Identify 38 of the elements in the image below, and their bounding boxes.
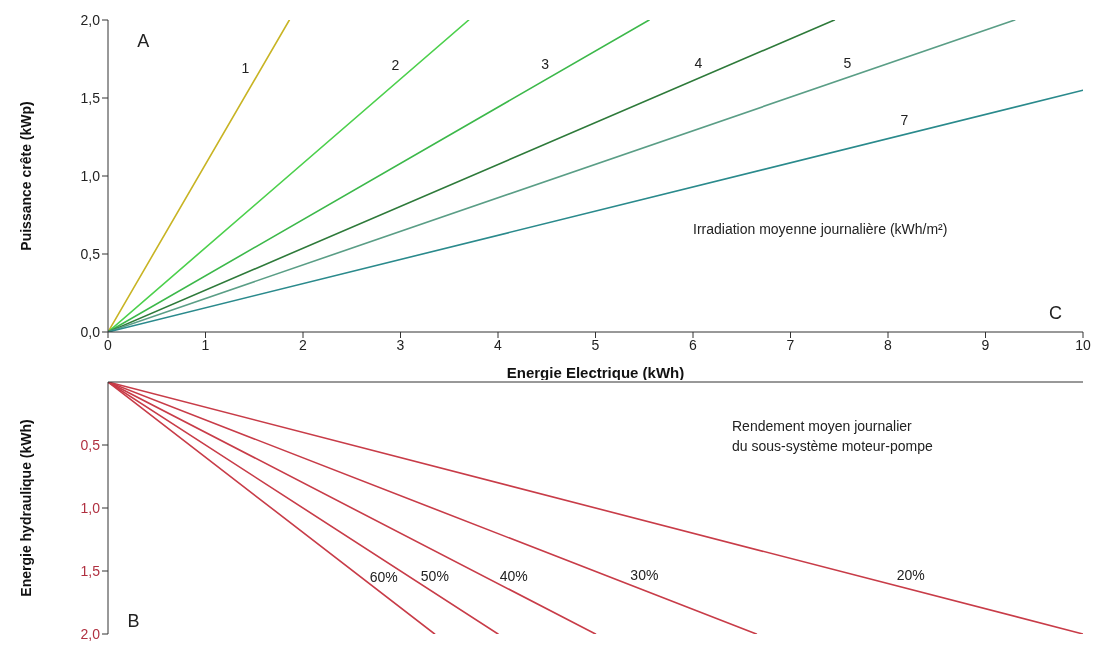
x-tick-label: 4 [494, 336, 503, 353]
x-tick-label: 10 [1075, 336, 1091, 353]
x-tick-label: 5 [591, 336, 600, 353]
y-tick-label: 2,0 [80, 11, 101, 28]
series-label: 3 [541, 55, 550, 72]
y-tick-label: 0,5 [80, 436, 101, 453]
y-tick-label: 1,5 [80, 89, 101, 106]
series-label: 20% [896, 566, 925, 583]
series-label: 2 [391, 57, 400, 74]
annotation: C [1048, 301, 1062, 325]
x-tick-label: 7 [786, 336, 795, 353]
x-tick-label: 0 [104, 336, 113, 353]
series-label: 60% [369, 569, 398, 586]
series-label: 50% [420, 568, 449, 585]
y-tick-label: 1,0 [80, 499, 101, 516]
y-axis-title: Puissance crête (kWp) [17, 101, 34, 251]
series-label: 40% [499, 567, 528, 584]
x-tick-label: 2 [299, 336, 308, 353]
x-tick-label: 1 [201, 336, 210, 353]
y-tick-label: 0,5 [80, 245, 101, 262]
x-tick-label: 8 [884, 336, 893, 353]
series-label: 1 [241, 60, 250, 77]
x-tick-label: 9 [981, 336, 990, 353]
y-tick-label: 2,0 [80, 625, 101, 642]
series-label: 4 [694, 54, 703, 71]
y-tick-label: 1,0 [80, 167, 101, 184]
y-tick-label: 1,5 [80, 562, 101, 579]
series-label: 30% [630, 567, 659, 584]
series-label: 7 [900, 111, 909, 128]
y-axis-title: Energie hydraulique (kWh) [17, 419, 34, 597]
annotation: Rendement moyen journalier du sous-système moteur-pompe [732, 417, 933, 456]
annotation: Irradiation moyenne journalière (kWh/m²) [693, 219, 948, 239]
x-tick-label: 3 [396, 336, 405, 353]
series-label: 5 [843, 54, 852, 71]
annotation: B [127, 609, 140, 633]
annotation: A [137, 30, 150, 54]
y-tick-label: 0,0 [80, 323, 101, 340]
x-tick-label: 6 [689, 336, 698, 353]
